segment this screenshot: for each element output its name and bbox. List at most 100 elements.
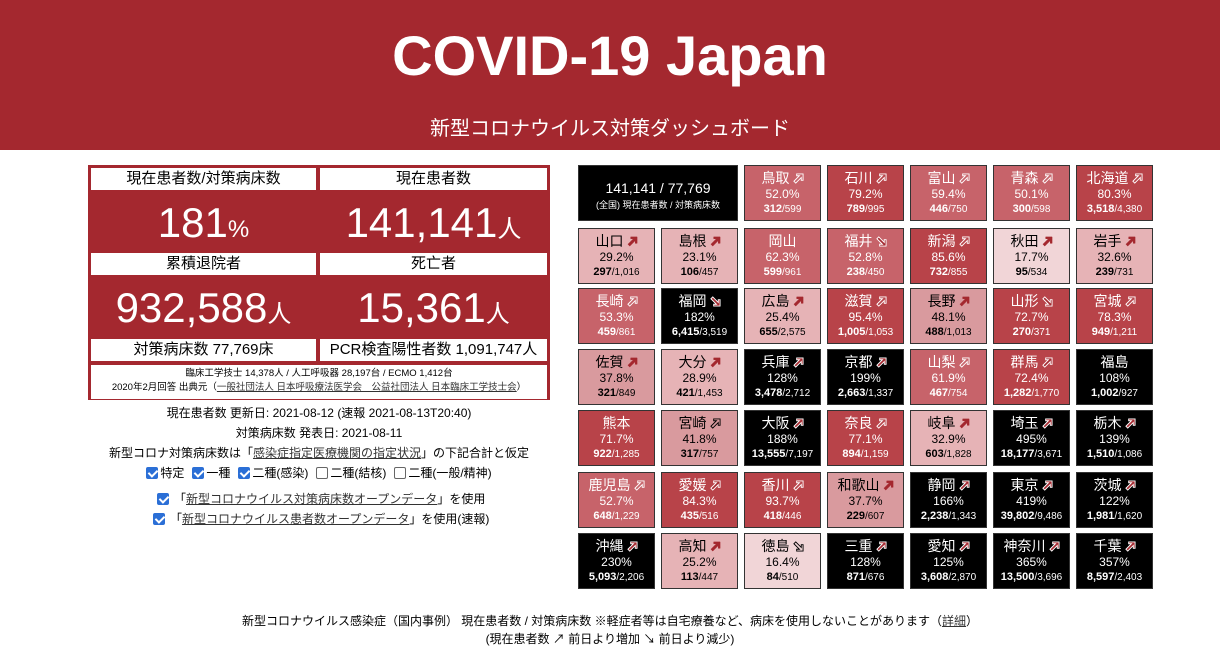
prefecture-tile[interactable]: 香川 93.7% 418/446	[744, 472, 821, 528]
details-link[interactable]: 詳細	[942, 614, 967, 628]
arrow-up-right-icon	[875, 173, 887, 184]
prefecture-tile[interactable]: 兵庫 128% 3,478/2,712	[744, 349, 821, 405]
prefecture-tile[interactable]: 岐阜 32.9% 603/1,828	[910, 410, 987, 466]
prefecture-name: 神奈川	[994, 537, 1069, 555]
prefecture-name: 兵庫	[745, 353, 820, 371]
prefecture-tile[interactable]: 新潟 85.6% 732/855	[910, 228, 987, 284]
current-ratio-value: 181%	[157, 199, 250, 246]
prefecture-counts: 894/1,159	[828, 447, 903, 462]
prefecture-current: 95	[1015, 266, 1028, 278]
prefecture-tile[interactable]: 佐賀 37.8% 321/849	[578, 349, 655, 405]
beds-opendata-checkbox[interactable]	[156, 493, 169, 505]
credits-source-link[interactable]: 一般社団法人 日本呼吸療法医学会 公益社団法人 日本臨床工学技士会	[216, 382, 517, 393]
prefecture-tile[interactable]: 山形 72.7% 270/371	[993, 288, 1070, 344]
bed-type-option[interactable]: 二種(感染)	[234, 466, 308, 480]
prefecture-tile[interactable]: 愛知 125% 3,608/2,870	[910, 533, 987, 589]
prefecture-tile[interactable]: 栃木 139% 1,510/1,086	[1076, 410, 1153, 466]
prefecture-tile[interactable]: 石川 79.2% 789/995	[827, 165, 904, 221]
bed-type-option[interactable]: 特定	[142, 466, 184, 480]
prefecture-tile[interactable]: 富山 59.4% 446/750	[910, 165, 987, 221]
prefecture-tile[interactable]: 長野 48.1% 488/1,013	[910, 288, 987, 344]
prefecture-name-text: 東京	[1010, 477, 1039, 493]
arrow-down-right-icon	[1041, 296, 1053, 307]
prefecture-name: 宮城	[1077, 292, 1152, 310]
prefecture-tile[interactable]: 京都 199% 2,663/1,337	[827, 349, 904, 405]
prefecture-tile[interactable]: 鳥取 52.0% 312/599	[744, 165, 821, 221]
prefecture-current: 113	[680, 571, 699, 583]
prefecture-current: 894	[842, 448, 861, 460]
prefecture-ratio: 25.2%	[682, 555, 717, 569]
deaths-label: 死亡者	[320, 253, 547, 275]
current-ratio-label: 現在患者数/対策病床数	[91, 168, 316, 190]
prefecture-tile[interactable]: 山口 29.2% 297/1,016	[578, 228, 655, 284]
prefecture-counts: 421/1,453	[662, 386, 737, 401]
patients-opendata-option[interactable]: 「新型コロナウイルス患者数オープンデータ」を使用(速報)	[88, 509, 550, 529]
arrow-up-right-icon	[959, 296, 969, 307]
prefecture-current: 106	[680, 266, 699, 278]
bed-type-option[interactable]: 一種	[188, 466, 230, 480]
beds-opendata-link[interactable]: 新型コロナウイルス対策病床数オープンデータ	[186, 492, 438, 506]
patients-opendata-checkbox[interactable]	[152, 513, 165, 525]
prefecture-tile[interactable]: 神奈川 365% 13,500/3,696	[993, 533, 1070, 589]
prefecture-tile[interactable]: 静岡 166% 2,238/1,343	[910, 472, 987, 528]
prefecture-tile[interactable]: 高知 25.2% 113/447	[661, 533, 738, 589]
prefecture-tile[interactable]: 長崎 53.3% 459/861	[578, 288, 655, 344]
bed-type-checkbox[interactable]	[316, 467, 329, 479]
arrow-up-right-icon	[1124, 541, 1136, 552]
prefecture-current: 1,282	[1003, 387, 1032, 399]
footer: 新型コロナウイルス感染症（国内事例） 現在患者数 / 対策病床数 ※軽症者等は自…	[0, 612, 1220, 648]
prefecture-tile[interactable]: 埼玉 495% 18,177/3,671	[993, 410, 1070, 466]
prefecture-name: 鳥取	[745, 169, 820, 187]
prefecture-tile[interactable]: 大分 28.9% 421/1,453	[661, 349, 738, 405]
prefecture-name: 北海道	[1077, 169, 1152, 187]
prefecture-tile[interactable]: 山梨 61.9% 467/754	[910, 349, 987, 405]
equipment-line: 臨床工学技士 14,378人 / 人工呼吸器 28,197台 / ECMO 1,…	[185, 368, 453, 379]
prefecture-tile[interactable]: 徳島 16.4% 84/510	[744, 533, 821, 589]
prefecture-tile[interactable]: 愛媛 84.3% 435/516	[661, 472, 738, 528]
prefecture-tile[interactable]: 茨城 122% 1,981/1,620	[1076, 472, 1153, 528]
beds-opendata-option[interactable]: 「新型コロナウイルス対策病床数オープンデータ」を使用	[88, 489, 550, 509]
prefecture-tile[interactable]: 奈良 77.1% 894/1,159	[827, 410, 904, 466]
prefecture-beds: /1,159	[860, 449, 889, 460]
bed-type-option[interactable]: 二種(結核)	[312, 466, 386, 480]
patients-opendata-link[interactable]: 新型コロナウイルス患者数オープンデータ	[182, 512, 410, 526]
bed-type-option[interactable]: 二種(一般/精神)	[390, 466, 492, 480]
prefecture-tile[interactable]: 岡山 62.3% 599/961	[744, 228, 821, 284]
prefecture-ratio: 79.2%	[848, 187, 883, 201]
prefecture-current: 321	[597, 387, 616, 399]
prefecture-tile[interactable]: 群馬 72.4% 1,282/1,770	[993, 349, 1070, 405]
prefecture-current: 5,093	[588, 571, 617, 583]
prefecture-tile[interactable]: 大阪 188% 13,555/7,197	[744, 410, 821, 466]
bed-type-checkbox[interactable]	[238, 467, 251, 479]
arrow-down-right-icon	[875, 236, 887, 247]
prefecture-tile[interactable]: 福島 108% 1,002/927	[1076, 349, 1153, 405]
prefecture-tile[interactable]: 熊本 71.7% 922/1,285	[578, 410, 655, 466]
prefecture-tile[interactable]: 東京 419% 39,802/9,486	[993, 472, 1070, 528]
designated-hospitals-link[interactable]: 感染症指定医療機関の指定状況	[252, 446, 421, 460]
bed-type-checkbox[interactable]	[146, 467, 159, 479]
prefecture-tile[interactable]: 島根 23.1% 106/457	[661, 228, 738, 284]
prefecture-tile[interactable]: 広島 25.4% 655/2,575	[744, 288, 821, 344]
current-patients-label: 現在患者数	[320, 168, 547, 190]
prefecture-tile[interactable]: 沖縄 230% 5,093/2,206	[578, 533, 655, 589]
prefecture-name-text: 島根	[678, 233, 707, 249]
prefecture-tile[interactable]: 秋田 17.7% 95/534	[993, 228, 1070, 284]
bed-type-checkbox[interactable]	[192, 467, 205, 479]
prefecture-tile[interactable]: 福岡 182% 6,415/3,519	[661, 288, 738, 344]
prefecture-counts: 1,005/1,053	[828, 325, 903, 340]
prefecture-tile[interactable]: 和歌山 37.7% 229/607	[827, 472, 904, 528]
prefecture-tile[interactable]: 三重 128% 871/676	[827, 533, 904, 589]
prefecture-tile[interactable]: 北海道 80.3% 3,518/4,380	[1076, 165, 1153, 221]
prefecture-tile[interactable]: 青森 50.1% 300/598	[993, 165, 1070, 221]
prefecture-tile[interactable]: 福井 52.8% 238/450	[827, 228, 904, 284]
prefecture-beds: /607	[864, 511, 885, 522]
bed-type-checkbox[interactable]	[394, 467, 407, 479]
prefecture-tile[interactable]: 滋賀 95.4% 1,005/1,053	[827, 288, 904, 344]
prefecture-counts: 789/995	[828, 202, 903, 217]
prefecture-tile[interactable]: 宮城 78.3% 949/1,211	[1076, 288, 1153, 344]
prefecture-tile[interactable]: 千葉 357% 8,597/2,403	[1076, 533, 1153, 589]
prefecture-tile[interactable]: 岩手 32.6% 239/731	[1076, 228, 1153, 284]
prefecture-tile[interactable]: 宮崎 41.8% 317/757	[661, 410, 738, 466]
prefecture-tile[interactable]: 鹿児島 52.7% 648/1,229	[578, 472, 655, 528]
prefecture-beds: /516	[698, 511, 719, 522]
